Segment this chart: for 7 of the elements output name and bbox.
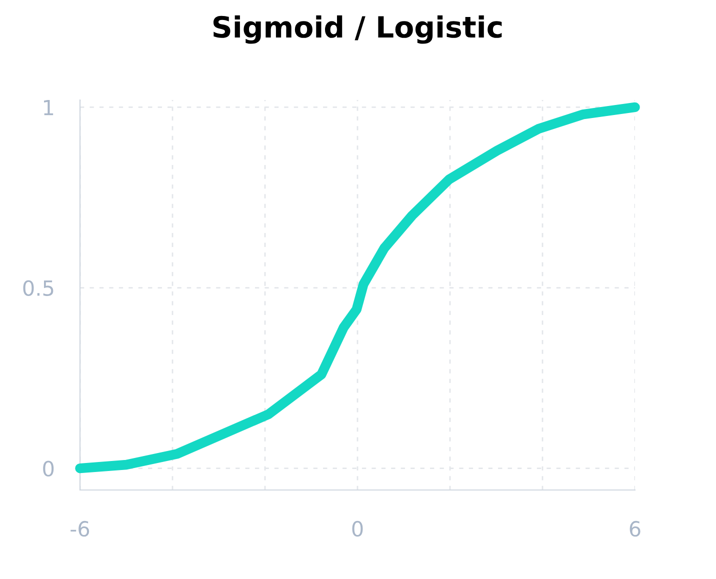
chart-title: Sigmoid / Logistic <box>213 15 502 44</box>
y-tick-label: 0.5 <box>23 280 54 296</box>
x-tick-label: -6 <box>70 520 90 537</box>
x-tick-label: 0 <box>352 520 363 537</box>
y-tick-label: 1 <box>44 100 54 116</box>
x-tick-label: 6 <box>630 520 640 537</box>
y-tick-label: 0 <box>43 460 54 477</box>
